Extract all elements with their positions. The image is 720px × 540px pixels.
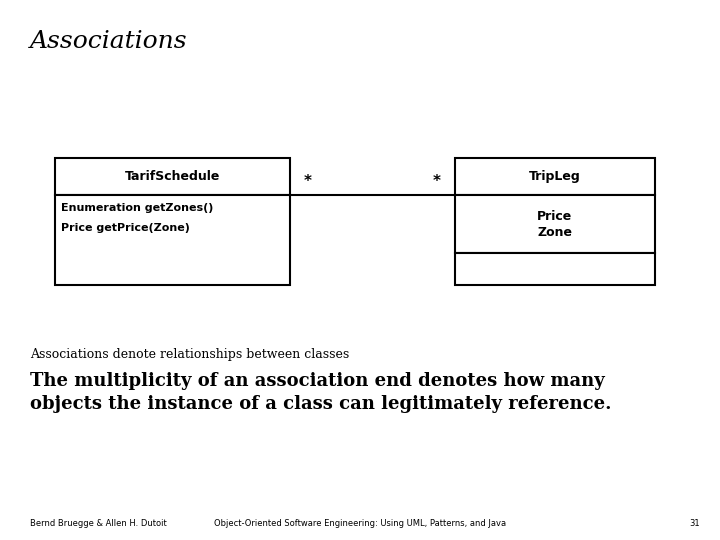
Text: 31: 31 xyxy=(689,519,700,528)
Text: Price: Price xyxy=(537,210,572,222)
Text: *: * xyxy=(304,174,312,189)
Text: *: * xyxy=(433,174,441,189)
Text: Zone: Zone xyxy=(538,226,572,239)
Text: Associations: Associations xyxy=(30,30,188,53)
Text: The multiplicity of an association end denotes how many
objects the instance of : The multiplicity of an association end d… xyxy=(30,372,611,413)
Text: Object-Oriented Software Engineering: Using UML, Patterns, and Java: Object-Oriented Software Engineering: Us… xyxy=(214,519,506,528)
Text: Bernd Bruegge & Allen H. Dutoit: Bernd Bruegge & Allen H. Dutoit xyxy=(30,519,167,528)
Text: Price getPrice(Zone): Price getPrice(Zone) xyxy=(61,223,190,233)
Text: TarifSchedule: TarifSchedule xyxy=(125,170,220,183)
Text: Associations denote relationships between classes: Associations denote relationships betwee… xyxy=(30,348,349,361)
Bar xyxy=(55,195,290,285)
Bar xyxy=(55,158,290,195)
Bar xyxy=(455,253,655,285)
Bar xyxy=(455,195,655,253)
Bar xyxy=(455,158,655,195)
Text: Enumeration getZones(): Enumeration getZones() xyxy=(61,203,213,213)
Text: TripLeg: TripLeg xyxy=(529,170,581,183)
